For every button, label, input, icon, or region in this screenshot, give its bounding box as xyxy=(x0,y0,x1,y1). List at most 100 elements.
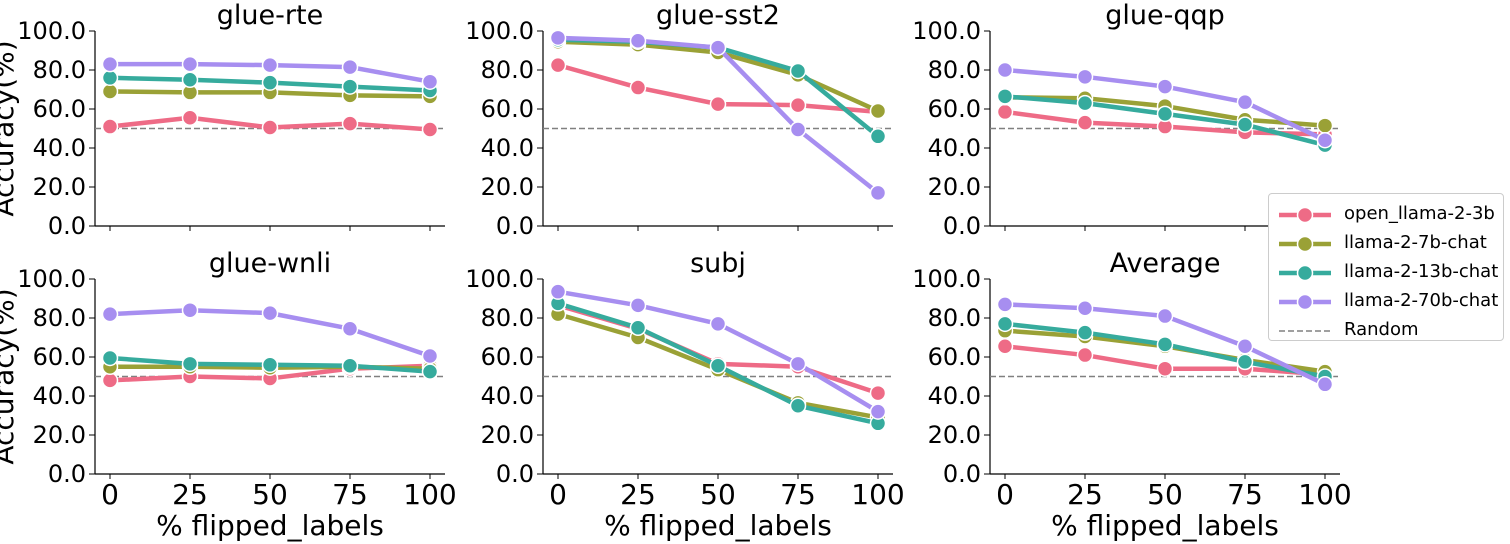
y-tick-label: 80.0 xyxy=(928,56,981,84)
data-point-llama-2-13b-chat xyxy=(789,62,807,80)
data-point-llama-2-70b-chat xyxy=(1236,93,1254,111)
data-point-llama-2-13b-chat xyxy=(789,397,807,414)
data-point-open-llama-2-3b xyxy=(1156,360,1174,377)
data-point-llama-2-70b-chat xyxy=(101,305,119,323)
x-axis-label: % flipped_labels xyxy=(156,509,384,542)
data-point-llama-2-13b-chat xyxy=(101,349,119,367)
data-point-llama-2-70b-chat xyxy=(1156,78,1174,95)
y-axis-label: Accuracy(%) xyxy=(0,288,20,464)
panel-glue-wnli: glue-wnli 0.0 20.0 40.0 60.0 80.0 100.0 0 25 50 75… xyxy=(0,248,457,542)
legend-label: llama-2-70b-chat xyxy=(1344,290,1499,311)
panel-glue-qqp: glue-qqp 0.0 20.0 40.0 60.0 80.0 100.0 xyxy=(912,0,1340,240)
y-tick-label: 100.0 xyxy=(912,17,981,45)
y-tick-label: 40.0 xyxy=(928,134,981,162)
data-point-open-llama-2-3b xyxy=(341,115,359,132)
x-tick-label: 100 xyxy=(403,478,456,511)
y-tick-label: 20.0 xyxy=(928,421,981,449)
data-point-open-llama-2-3b xyxy=(869,384,887,402)
legend: open_llama-2-3b llama-2-7b-chat llama-2-13… xyxy=(1268,193,1504,341)
y-tick-label: 100.0 xyxy=(465,265,534,293)
y-tick-label: 20.0 xyxy=(481,421,534,449)
y-tick-label: 40.0 xyxy=(33,382,86,410)
y-tick-label: 0.0 xyxy=(943,460,981,488)
data-point-llama-2-13b-chat xyxy=(181,71,199,88)
legend-label: llama-2-7b-chat xyxy=(1344,232,1487,253)
data-point-llama-2-70b-chat xyxy=(261,304,279,322)
y-axis-label: Accuracy(%) xyxy=(0,40,20,216)
data-point-llama-2-70b-chat xyxy=(629,32,647,49)
x-tick-label: 0 xyxy=(549,478,567,511)
x-tick-label: 25 xyxy=(1067,478,1103,511)
data-point-open-llama-2-3b xyxy=(709,95,727,113)
legend-entry-random: Random xyxy=(1269,317,1503,345)
data-point-llama-2-13b-chat xyxy=(629,319,647,336)
legend-entry-open-llama-2-3b: open_llama-2-3b xyxy=(1269,201,1503,229)
legend-marker xyxy=(1296,264,1314,282)
x-axis-label: % flipped_labels xyxy=(604,509,832,542)
panel-subj: subj 0.0 20.0 40.0 60.0 80.0 100.0 0 25 50 75 100 % … xyxy=(465,248,904,542)
y-tick-label: 80.0 xyxy=(33,56,86,84)
legend-swatch xyxy=(1279,264,1331,282)
y-tick-label: 0.0 xyxy=(48,460,86,488)
data-point-llama-2-70b-chat xyxy=(181,301,199,319)
data-point-llama-2-70b-chat xyxy=(1236,338,1254,355)
data-point-llama-2-13b-chat xyxy=(1076,94,1094,112)
data-point-llama-2-13b-chat xyxy=(1156,105,1174,123)
x-tick-label: 100 xyxy=(851,478,904,511)
data-point-open-llama-2-3b xyxy=(996,338,1014,355)
data-point-llama-2-70b-chat xyxy=(869,403,887,420)
y-tick-label: 60.0 xyxy=(928,95,981,123)
x-tick-label: 75 xyxy=(1227,478,1263,511)
y-tick-label: 20.0 xyxy=(928,173,981,201)
panel-average: Average 0.0 20.0 40.0 60.0 80.0 100.0 0 25 50 75 10… xyxy=(912,248,1351,542)
data-point-llama-2-13b-chat xyxy=(1076,324,1094,341)
y-tick-label: 40.0 xyxy=(481,382,534,410)
data-point-llama-2-13b-chat xyxy=(341,78,359,95)
data-point-llama-2-13b-chat xyxy=(261,74,279,91)
data-point-open-llama-2-3b xyxy=(1076,346,1094,364)
x-tick-label: 25 xyxy=(620,478,656,511)
data-point-llama-2-70b-chat xyxy=(996,61,1014,79)
legend-swatch xyxy=(1279,235,1331,253)
panel-title: Average xyxy=(1110,248,1221,279)
y-tick-label: 60.0 xyxy=(481,343,534,371)
legend-marker xyxy=(1296,206,1314,224)
data-point-llama-2-7b-chat xyxy=(101,83,119,100)
data-point-llama-2-70b-chat xyxy=(1076,300,1094,317)
data-point-llama-2-70b-chat xyxy=(181,55,199,73)
data-point-llama-2-70b-chat xyxy=(709,39,727,56)
panel-title: glue-qqp xyxy=(1105,0,1225,31)
data-point-llama-2-70b-chat xyxy=(421,73,439,90)
panel-title: subj xyxy=(690,248,746,279)
data-point-open-llama-2-3b xyxy=(996,103,1014,121)
data-point-llama-2-70b-chat xyxy=(549,283,567,300)
data-point-llama-2-70b-chat xyxy=(1076,68,1094,86)
y-tick-label: 60.0 xyxy=(33,343,86,371)
x-tick-label: 50 xyxy=(1147,478,1183,511)
data-point-llama-2-13b-chat xyxy=(1236,116,1254,133)
data-point-open-llama-2-3b xyxy=(549,56,567,74)
data-point-llama-2-13b-chat xyxy=(996,315,1014,333)
legend-label: open_llama-2-3b xyxy=(1344,203,1495,224)
y-tick-label: 40.0 xyxy=(928,382,981,410)
y-tick-label: 80.0 xyxy=(481,304,534,332)
x-tick-label: 50 xyxy=(252,478,288,511)
data-point-llama-2-13b-chat xyxy=(1236,353,1254,371)
y-tick-label: 100.0 xyxy=(17,265,86,293)
data-point-llama-2-70b-chat xyxy=(629,297,647,314)
y-tick-label: 100.0 xyxy=(17,17,86,45)
data-point-open-llama-2-3b xyxy=(789,96,807,114)
x-tick-label: 25 xyxy=(172,478,208,511)
data-point-llama-2-70b-chat xyxy=(1156,307,1174,325)
x-tick-label: 75 xyxy=(332,478,368,511)
data-point-llama-2-70b-chat xyxy=(101,55,119,73)
data-point-llama-2-13b-chat xyxy=(996,88,1014,105)
legend-swatch xyxy=(1279,330,1331,332)
y-tick-label: 60.0 xyxy=(481,95,534,123)
y-tick-label: 40.0 xyxy=(33,134,86,162)
data-point-llama-2-13b-chat xyxy=(1156,336,1174,353)
data-point-llama-2-7b-chat xyxy=(869,102,887,120)
data-point-llama-2-70b-chat xyxy=(996,296,1014,313)
legend-entry-llama-2-13b-chat: llama-2-13b-chat xyxy=(1269,259,1503,287)
